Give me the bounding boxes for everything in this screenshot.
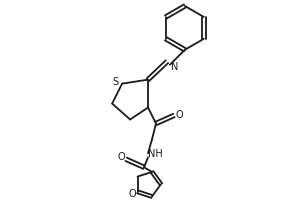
Text: O: O bbox=[175, 110, 183, 120]
Text: NH: NH bbox=[148, 149, 162, 159]
Text: S: S bbox=[112, 77, 118, 87]
Text: N: N bbox=[171, 62, 178, 72]
Text: O: O bbox=[117, 152, 125, 162]
Text: O: O bbox=[129, 189, 136, 199]
